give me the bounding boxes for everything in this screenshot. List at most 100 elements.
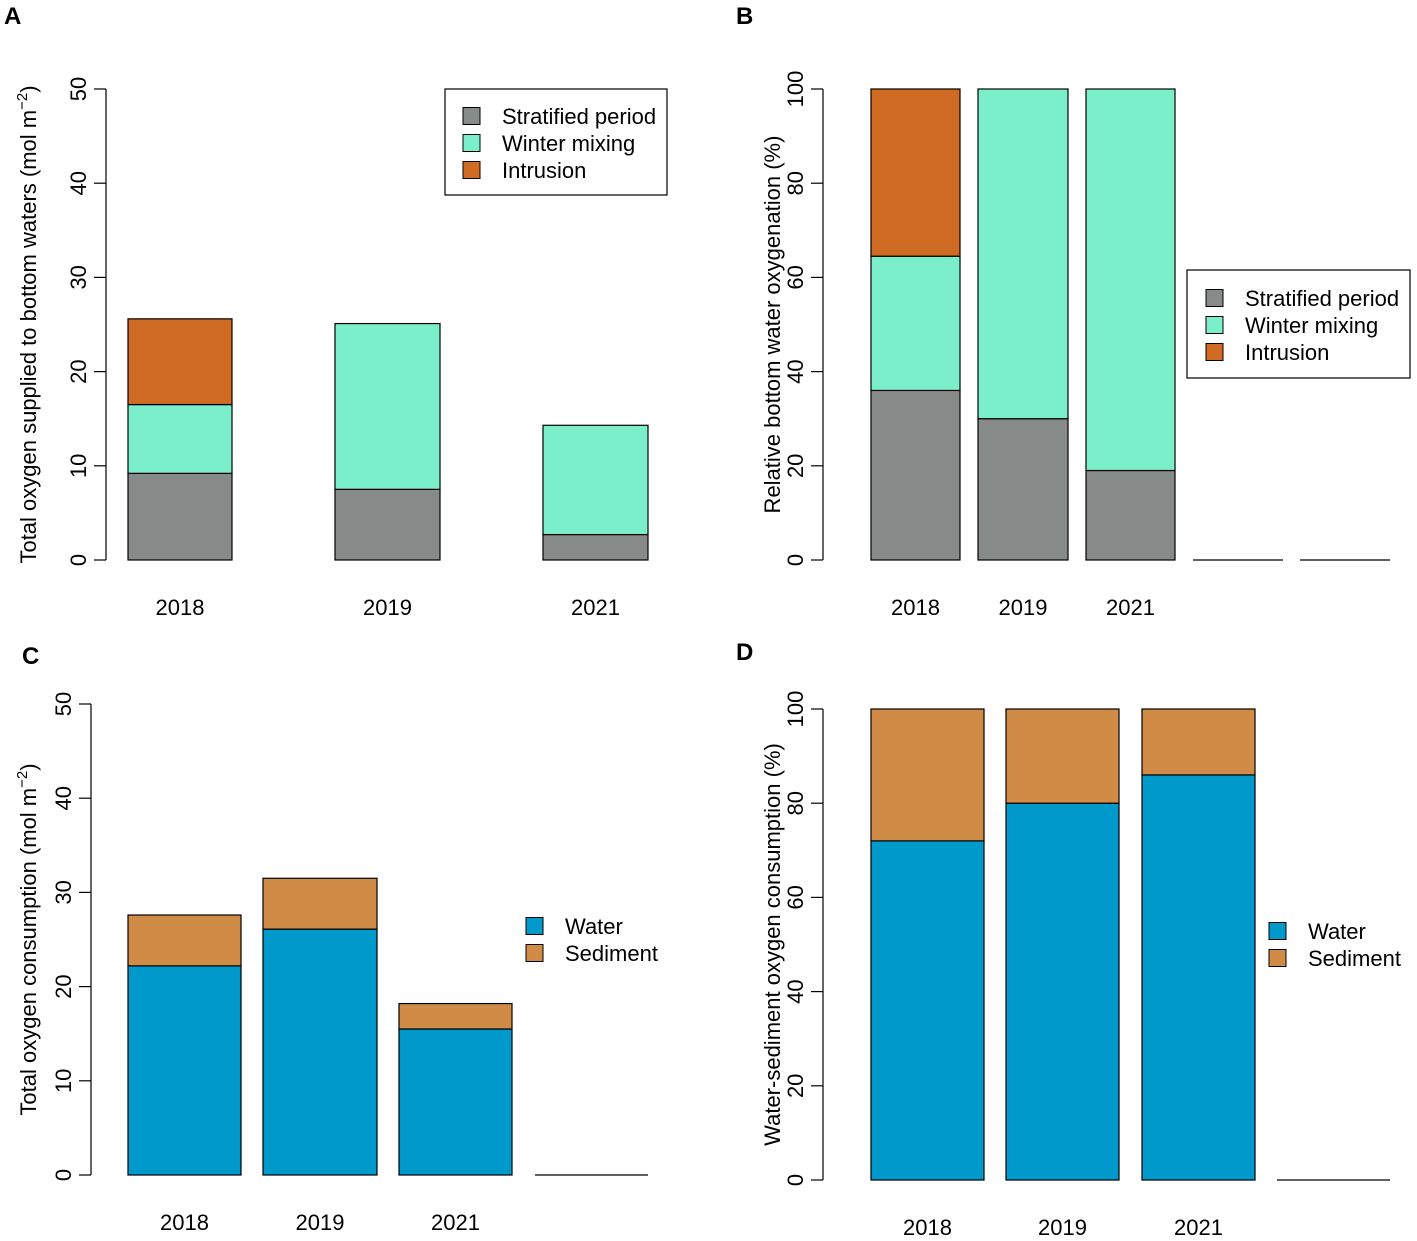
legend-label: Stratified period	[502, 104, 656, 129]
bar-stratified-period	[542, 533, 649, 561]
y-tick-label: 0	[783, 1174, 808, 1186]
y-tick-label: 0	[66, 554, 91, 566]
y-tick-label: 40	[783, 979, 808, 1003]
legend-label: Sediment	[565, 941, 658, 966]
panel-letter: C	[22, 643, 39, 670]
legend-swatch	[462, 107, 481, 125]
y-tick-label: 40	[66, 171, 91, 195]
legend-label: Intrusion	[502, 158, 586, 183]
bar-intrusion	[127, 318, 233, 406]
y-axis-title: Total oxygen supplied to bottom waters (…	[14, 85, 41, 563]
bar-water	[398, 1028, 513, 1176]
x-tick-label: 2018	[156, 595, 205, 620]
y-axis-title: Relative bottom water oxygenation (%)	[760, 136, 785, 514]
y-axis-title-main: Water-sediment oxygen consumption (%)	[760, 743, 785, 1146]
legend-label: Water	[1308, 919, 1366, 944]
bar-sediment	[127, 914, 242, 967]
bar-water	[262, 928, 378, 1176]
legend-label: Water	[565, 914, 623, 939]
bar-water	[1141, 774, 1256, 1181]
y-axis-title: Total oxygen consumption (mol m−2)	[14, 763, 41, 1115]
bar-winter-mixing	[870, 255, 961, 392]
y-tick-label: 40	[51, 786, 76, 810]
legend-label: Sediment	[1308, 946, 1401, 971]
x-tick-label: 2021	[431, 1210, 480, 1235]
legend-swatch	[1268, 922, 1287, 940]
y-tick-label: 80	[783, 171, 808, 195]
bar-sediment	[1141, 708, 1256, 776]
y-tick-label: 60	[783, 265, 808, 289]
x-tick-label: 2021	[1106, 595, 1155, 620]
y-axis-title-tail: )	[16, 763, 41, 770]
bar-water	[1005, 802, 1120, 1181]
y-axis-title-superscript: −2	[14, 93, 31, 110]
y-tick-label: 10	[51, 1069, 76, 1093]
y-axis-title-main: Relative bottom water oxygenation (%)	[760, 136, 785, 514]
x-tick-label: 2021	[571, 595, 620, 620]
bar-stratified-period	[127, 472, 233, 561]
y-tick-label: 30	[51, 880, 76, 904]
y-tick-label: 40	[783, 359, 808, 383]
y-tick-label: 20	[783, 1074, 808, 1098]
bar-stratified-period	[1085, 469, 1176, 561]
x-tick-label: 2019	[1038, 1215, 1087, 1240]
legend-box	[1186, 269, 1411, 379]
bar-intrusion	[870, 88, 961, 257]
y-tick-label: 10	[66, 454, 91, 478]
y-tick-label: 20	[66, 359, 91, 383]
x-tick-label: 2018	[160, 1210, 209, 1235]
panel-letter: D	[736, 639, 753, 666]
y-tick-label: 30	[66, 265, 91, 289]
bar-sediment	[1005, 708, 1120, 804]
legend-swatch	[462, 161, 481, 179]
bar-winter-mixing	[334, 322, 441, 490]
x-tick-label: 2018	[903, 1215, 952, 1240]
panel-letter: B	[736, 3, 753, 30]
legend-swatch	[1268, 949, 1287, 967]
legend-label: Intrusion	[1245, 340, 1329, 365]
panel-d: D 0 20 40 60 80 100 Water-sediment oxygen consu…	[736, 639, 1401, 1240]
x-tick-label: 2019	[296, 1210, 345, 1235]
panel-letter: A	[4, 3, 21, 30]
y-tick-label: 50	[51, 692, 76, 716]
y-tick-label: 50	[66, 77, 91, 101]
bar-water	[870, 840, 985, 1181]
legend-swatch	[1205, 289, 1224, 307]
x-tick-label: 2019	[363, 595, 412, 620]
y-axis-title: Water-sediment oxygen consumption (%)	[760, 743, 785, 1146]
bar-winter-mixing	[977, 88, 1069, 420]
y-axis-title-tail: )	[16, 85, 41, 92]
panel-b: B 0 20 40 60 80 100 Relative bottom water oxyge…	[736, 3, 1411, 620]
bar-sediment	[398, 1002, 513, 1030]
y-tick-label: 60	[783, 885, 808, 909]
bar-sediment	[870, 708, 985, 842]
y-tick-label: 100	[783, 691, 808, 728]
y-axis-title-main: Total oxygen supplied to bottom waters (…	[16, 110, 41, 564]
legend-label: Winter mixing	[1245, 313, 1378, 338]
x-tick-label: 2019	[999, 595, 1048, 620]
legend-swatch	[525, 917, 544, 935]
y-tick-label: 20	[783, 454, 808, 478]
panel-c: C 0 10 20 30 40 50 Total oxygen consumption (mo…	[14, 643, 658, 1235]
legend-swatch	[1205, 343, 1224, 361]
y-tick-label: 0	[783, 554, 808, 566]
bar-stratified-period	[870, 389, 961, 561]
y-tick-label: 80	[783, 791, 808, 815]
legend-swatch	[525, 944, 544, 962]
y-axis-title-main: Total oxygen consumption (mol m	[16, 788, 41, 1116]
bar-winter-mixing	[127, 403, 233, 474]
x-tick-label: 2018	[891, 595, 940, 620]
bar-winter-mixing	[1085, 88, 1176, 472]
legend-swatch	[462, 134, 481, 152]
y-tick-label: 100	[783, 71, 808, 108]
y-tick-label: 0	[51, 1169, 76, 1181]
bar-stratified-period	[977, 418, 1069, 561]
legend-label: Winter mixing	[502, 131, 635, 156]
y-axis-title-superscript: −2	[14, 771, 31, 788]
bar-stratified-period	[334, 488, 441, 561]
